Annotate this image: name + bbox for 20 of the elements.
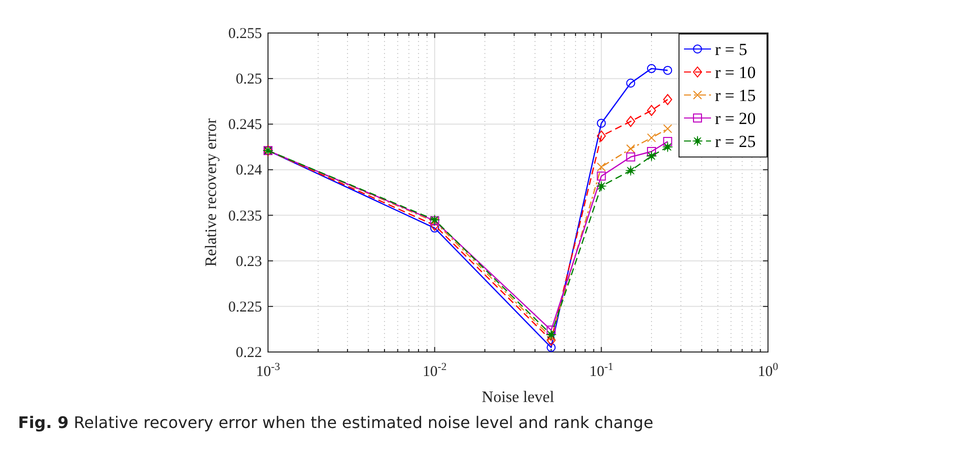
caption: Fig. 9 Relative recovery error when the estimated noise level and rank change	[18, 413, 654, 432]
legend-label: r = 25	[715, 132, 756, 151]
y-tick-label: 0.24	[236, 162, 262, 179]
y-tick-label: 0.25	[236, 72, 262, 88]
y-tick-label: 0.22	[236, 345, 262, 361]
x-tick-label: 10$^{-3}$	[256, 361, 280, 380]
x-tick-label: 10$^{-1}$	[589, 361, 614, 380]
y-tick-label: 0.255	[228, 26, 262, 42]
legend-label: r = 20	[715, 109, 756, 128]
x-tick-label: 10$^{-2}$	[422, 361, 447, 380]
legend-label: r = 5	[715, 40, 748, 59]
y-tick-label: 0.23	[236, 254, 262, 270]
legend-label: r = 10	[715, 63, 756, 82]
x-axis-title: Noise level	[482, 389, 555, 406]
legend-label: r = 15	[715, 86, 756, 105]
y-tick-label: 0.235	[228, 208, 262, 224]
x-tick-label: 10$^{0}$	[758, 361, 778, 380]
y-tick-label: 0.225	[228, 299, 262, 316]
y-axis-title: Relative recovery error	[203, 118, 220, 267]
y-tick-label: 0.245	[228, 117, 262, 134]
